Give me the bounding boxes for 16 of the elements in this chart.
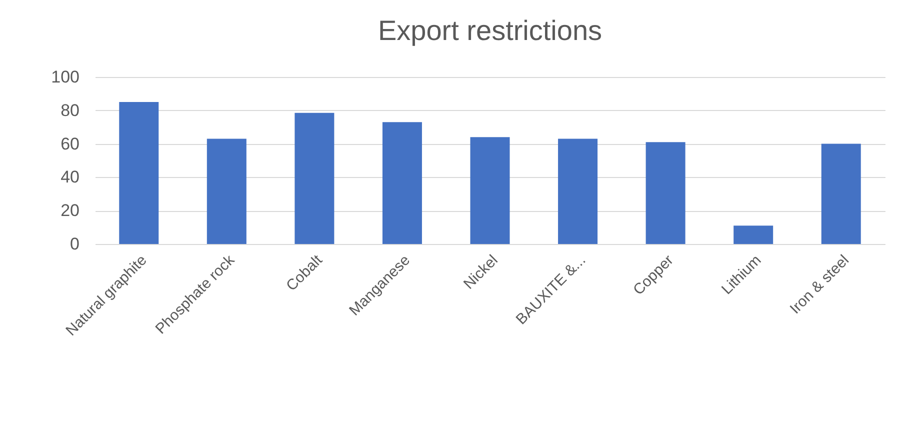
bar xyxy=(382,122,422,244)
bar xyxy=(558,138,598,244)
bar xyxy=(119,102,159,244)
bar xyxy=(646,142,686,244)
y-tick-label: 20 xyxy=(60,201,80,220)
y-tick-label: 80 xyxy=(60,100,80,120)
y-tick-label: 100 xyxy=(51,68,80,86)
y-tick-label: 60 xyxy=(60,134,80,154)
bar xyxy=(821,144,861,244)
y-tick-label: 0 xyxy=(70,234,80,254)
chart-title: Export restrictions xyxy=(378,15,602,46)
bar xyxy=(470,137,510,244)
y-tick-label: 40 xyxy=(60,168,80,187)
bar xyxy=(206,138,246,244)
bar xyxy=(294,112,334,244)
bar xyxy=(734,226,774,244)
